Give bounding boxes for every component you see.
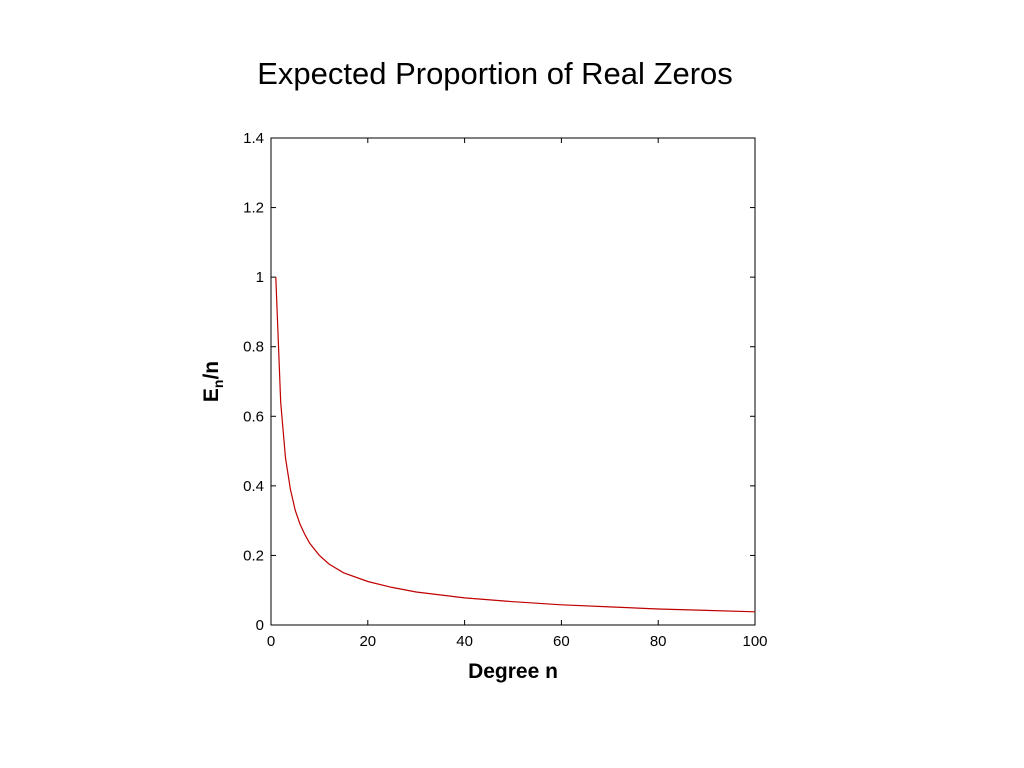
series-layer — [275, 277, 756, 613]
y-tick-label: 0 — [256, 617, 264, 634]
y-axis-title-subscript: n — [210, 380, 226, 389]
axis-ticks — [270, 137, 756, 626]
x-tick-label: 40 — [456, 633, 473, 650]
x-tick-labels: 0 20 40 60 80 100 — [267, 633, 768, 650]
y-axis-title: En/n — [200, 361, 226, 402]
x-tick-label: 80 — [650, 633, 667, 650]
y-tick-label: 0.2 — [243, 547, 264, 564]
plot-frame — [270, 137, 756, 626]
y-tick-label: 1.4 — [243, 130, 264, 147]
x-tick-label: 20 — [359, 633, 376, 650]
x-axis-title: Degree n — [468, 660, 558, 683]
x-tick-label: 60 — [553, 633, 570, 650]
y-tick-label: 0.4 — [243, 478, 264, 495]
y-tick-label: 0.8 — [243, 339, 264, 356]
y-tick-label: 1.2 — [243, 200, 264, 217]
plot-area — [270, 137, 756, 626]
y-tick-label: 0.6 — [243, 408, 264, 425]
x-tick-label: 0 — [267, 633, 275, 650]
slide-title: Expected Proportion of Real Zeros — [257, 56, 733, 91]
y-axis-title-base: E — [200, 388, 223, 402]
series-line — [275, 277, 756, 613]
x-tick-label: 100 — [742, 633, 767, 650]
y-tick-label: 1 — [256, 269, 264, 286]
y-axis-title-suffix: /n — [200, 361, 223, 380]
y-tick-labels: 0 0.2 0.4 0.6 0.8 1 1.2 1.4 — [243, 130, 264, 634]
